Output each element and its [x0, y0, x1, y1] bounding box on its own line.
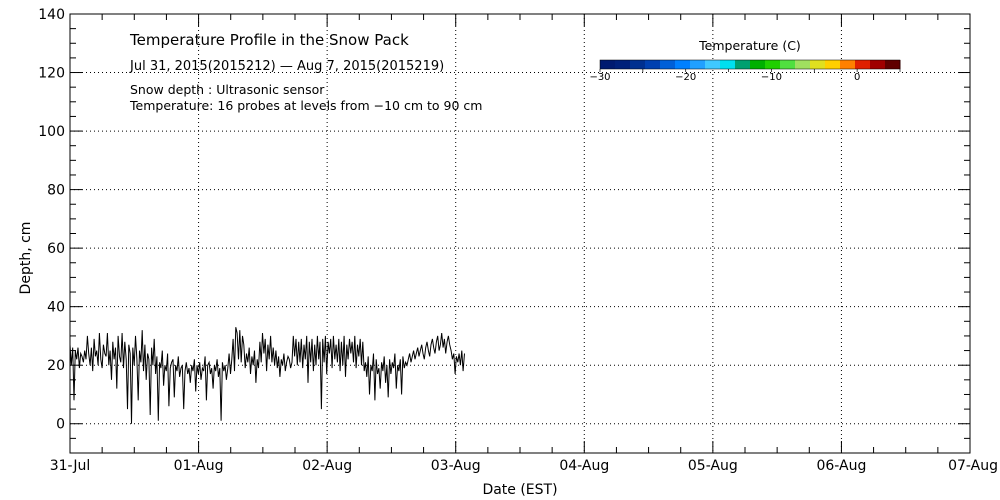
y-tick-label: 80: [47, 183, 65, 199]
x-tick-label: 01-Aug: [174, 458, 224, 474]
colorbar-segment: [705, 60, 721, 69]
y-tick-label: 100: [38, 124, 65, 140]
note-line-1: Snow depth : Ultrasonic sensor: [130, 82, 325, 97]
colorbar-segment: [675, 60, 691, 69]
colorbar-segment: [660, 60, 676, 69]
y-tick-label: 120: [38, 66, 65, 82]
colorbar-segment: [615, 60, 631, 69]
note-line-2: Temperature: 16 probes at levels from −1…: [129, 98, 482, 113]
y-tick-label: 40: [47, 300, 65, 316]
plot-frame: [69, 13, 971, 454]
colorbar-segment: [825, 60, 841, 69]
labels-layer: 0 20 40 60 80 100 120 140 31-Jul 01-Aug 02-Aug 03-A…: [38, 7, 998, 474]
temperature-colorbar: Temperature (C) −30 −20 −10 0: [589, 38, 901, 83]
colorbar-tick-label: −30: [589, 72, 610, 83]
colorbar-label: Temperature (C): [698, 38, 801, 53]
colorbar-segment: [600, 60, 616, 69]
series-layer: [69, 327, 465, 424]
colorbar-segment: [630, 60, 646, 69]
y-axis-label: Depth, cm: [18, 222, 34, 295]
colorbar-segment: [810, 60, 826, 69]
snow-depth-line: [69, 327, 465, 424]
grid-layer: [70, 14, 970, 453]
colorbar-segment: [720, 60, 736, 69]
x-tick-label: 06-Aug: [816, 458, 866, 474]
x-tick-label: 03-Aug: [431, 458, 481, 474]
colorbar-tick-label: −20: [675, 72, 696, 83]
x-tick-label: 31-Jul: [50, 458, 91, 474]
colorbar-segment: [885, 60, 901, 69]
colorbar-segment: [735, 60, 751, 69]
y-tick-label: 140: [38, 7, 65, 23]
ticks-layer: [69, 13, 971, 454]
colorbar-segment: [870, 60, 886, 69]
colorbar-segment: [690, 60, 706, 69]
colorbar-tick-label: −10: [761, 72, 782, 83]
x-tick-label: 07-Aug: [948, 458, 998, 474]
y-tick-label: 20: [47, 358, 65, 374]
colorbar-tick-label: 0: [854, 72, 860, 83]
chart-title: Temperature Profile in the Snow Pack: [129, 31, 409, 49]
colorbar-segment: [750, 60, 766, 69]
colorbar-segment: [765, 60, 781, 69]
colorbar-segment: [795, 60, 811, 69]
chart-subtitle: Jul 31, 2015(2015212) — Aug 7, 2015(2015…: [129, 59, 444, 74]
colorbar-border: [599, 59, 901, 70]
x-tick-label: 05-Aug: [688, 458, 738, 474]
y-tick-label: 0: [56, 417, 65, 433]
colorbar-segment: [780, 60, 796, 69]
x-axis-label: Date (EST): [482, 482, 557, 498]
colorbar-segment: [645, 60, 661, 69]
y-tick-label: 60: [47, 241, 65, 257]
colorbar-segment: [840, 60, 856, 69]
x-tick-label: 02-Aug: [302, 458, 352, 474]
colorbar-segment: [855, 60, 871, 69]
x-tick-label: 04-Aug: [559, 458, 609, 474]
